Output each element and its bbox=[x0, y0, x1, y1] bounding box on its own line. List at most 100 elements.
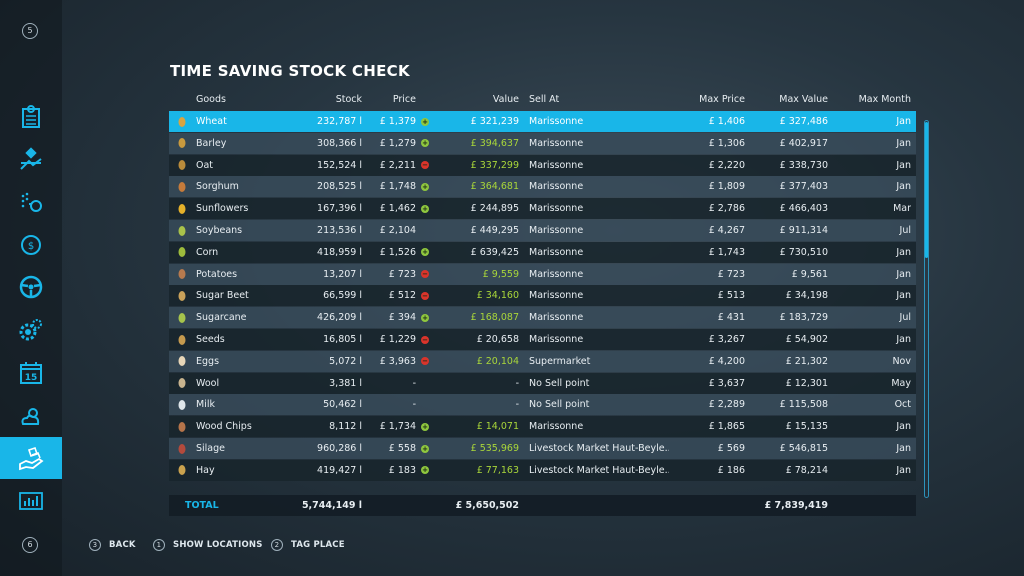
trend-up-icon: + bbox=[419, 176, 431, 197]
max-price: £ 723 bbox=[717, 268, 745, 280]
tag-place-button[interactable]: 2 TAG PLACE bbox=[271, 538, 345, 552]
table-row[interactable]: Wheat 232,787 l £ 1,379 + £ 321,239 Marissonn… bbox=[169, 111, 916, 132]
max-price: £ 431 bbox=[717, 312, 745, 324]
stock-amount: 419,427 l bbox=[317, 464, 362, 476]
sidebar-item-statistics[interactable] bbox=[0, 480, 62, 522]
value: £ 364,681 bbox=[470, 181, 519, 193]
oat-icon bbox=[178, 160, 186, 171]
hay-icon bbox=[173, 460, 191, 481]
header-stock[interactable]: Stock bbox=[335, 93, 362, 105]
hay-icon bbox=[178, 465, 186, 476]
table-row[interactable]: Corn 418,959 l £ 1,526 + £ 639,425 Marissonne… bbox=[169, 241, 916, 263]
calendar-list-icon bbox=[22, 105, 40, 128]
arrow-down-icon: − bbox=[421, 357, 429, 366]
table-row[interactable]: Wool 3,381 l - - No Sell point £ 3,637 £ 12,30… bbox=[169, 372, 916, 394]
sidebar-item-vehicles[interactable] bbox=[0, 266, 62, 308]
trend-up-icon: + bbox=[419, 460, 431, 481]
next-page-key[interactable]: 6 bbox=[22, 537, 38, 553]
sidebar-item-calendar[interactable]: 15 bbox=[0, 352, 62, 394]
arrow-up-icon: + bbox=[421, 182, 429, 191]
table-row[interactable]: Barley 308,366 l £ 1,279 + £ 394,637 Marisson… bbox=[169, 132, 916, 154]
value: £ 321,239 bbox=[470, 116, 519, 127]
table-row[interactable]: Oat 152,524 l £ 2,211− £ 337,299 Marissonne £… bbox=[169, 154, 916, 176]
max-value: £ 183,729 bbox=[779, 312, 828, 324]
barley-icon bbox=[173, 133, 191, 154]
max-value: £ 466,403 bbox=[779, 203, 828, 215]
prev-page-key[interactable]: 5 bbox=[22, 23, 38, 39]
sidebar-item-weather[interactable] bbox=[0, 395, 62, 437]
table-row[interactable]: Sunflowers 167,396 l £ 1,462 + £ 244,895 Mari… bbox=[169, 198, 916, 220]
value: £ 639,425 bbox=[470, 246, 519, 258]
table-body[interactable]: Wheat 232,787 l £ 1,379 + £ 321,239 Marissonn… bbox=[169, 111, 916, 498]
price-tag-icon: $ bbox=[21, 235, 41, 255]
sell-at: Marissonne bbox=[529, 225, 584, 236]
table-row[interactable]: Sugar Beet 66,599 l £ 512− £ 34,160 Marisson… bbox=[169, 285, 916, 307]
table-row[interactable]: Seeds 16,805 l £ 1,229− £ 20,658 Marissonne £… bbox=[169, 329, 916, 350]
header-goods[interactable]: Goods bbox=[196, 93, 226, 105]
max-value: £ 21,302 bbox=[785, 355, 828, 367]
calendar-icon: 15 bbox=[20, 362, 42, 384]
table-row[interactable]: Sugarcane 426,209 l £ 394 + £ 168,087 Marisso… bbox=[169, 307, 916, 329]
back-button[interactable]: 3 BACK bbox=[89, 538, 136, 552]
sidebar-item-calendar-list[interactable] bbox=[0, 96, 62, 138]
table-row[interactable]: Wood Chips 8,112 l £ 1,734 + £ 14,071 Marisso… bbox=[169, 416, 916, 438]
goods-name: Oat bbox=[196, 159, 214, 171]
stock-amount: 50,462 l bbox=[323, 399, 362, 411]
table-row[interactable]: Sorghum 208,525 l £ 1,748 + £ 364,681 Marisso… bbox=[169, 176, 916, 198]
goods-name: Silage bbox=[196, 443, 226, 454]
max-month: Mar bbox=[893, 203, 911, 215]
price: £ 394 bbox=[388, 312, 416, 324]
trend-down-icon: − bbox=[419, 155, 431, 176]
value: £ 394,637 bbox=[470, 137, 519, 149]
sunflower-icon bbox=[178, 203, 186, 214]
show-locations-key-icon: 1 bbox=[153, 539, 165, 551]
trend-down-icon: − bbox=[419, 351, 431, 372]
eggs-icon bbox=[173, 351, 191, 372]
max-price: £ 4,267 bbox=[708, 225, 745, 236]
total-value: £ 5,650,502 bbox=[455, 500, 519, 511]
max-price: £ 513 bbox=[717, 290, 745, 302]
table-row[interactable]: Milk 50,462 l - - No Sell point £ 2,289 £ 115,… bbox=[169, 394, 916, 416]
table-row[interactable]: Potatoes 13,207 l £ 723− £ 9,559 Marissonne £… bbox=[169, 263, 916, 285]
max-price: £ 186 bbox=[717, 464, 745, 476]
header-price[interactable]: Price bbox=[392, 93, 416, 105]
stock-amount: 208,525 l bbox=[317, 181, 362, 193]
stock-amount: 232,787 l bbox=[317, 116, 362, 127]
max-value: £ 377,403 bbox=[779, 181, 828, 193]
header-value[interactable]: Value bbox=[492, 93, 519, 105]
value: £ 337,299 bbox=[470, 159, 519, 171]
show-locations-button[interactable]: 1 SHOW LOCATIONS bbox=[153, 538, 263, 552]
sidebar-item-satellite-map[interactable] bbox=[0, 138, 62, 180]
milk-icon bbox=[178, 399, 186, 410]
trend-up-icon: + bbox=[419, 133, 431, 154]
value: £ 14,071 bbox=[476, 421, 519, 433]
sidebar-item-sprayer[interactable] bbox=[0, 181, 62, 223]
sidebar-item-prices[interactable]: $ bbox=[0, 224, 62, 266]
value: £ 449,295 bbox=[470, 225, 519, 236]
corn-icon bbox=[173, 242, 191, 263]
stock-amount: 5,072 l bbox=[329, 355, 362, 367]
scrollbar-track[interactable] bbox=[924, 120, 929, 498]
header-max-price[interactable]: Max Price bbox=[699, 93, 745, 105]
sell-at: Livestock Market Haut-Beyle... bbox=[529, 464, 669, 476]
table-row[interactable]: Soybeans 213,536 l £ 2,104 £ 449,295 Marisso… bbox=[169, 220, 916, 241]
header-max-month[interactable]: Max Month bbox=[858, 93, 911, 105]
table-row[interactable]: Silage 960,286 l £ 558 + £ 535,969 Livestock … bbox=[169, 438, 916, 459]
sidebar-item-production[interactable] bbox=[0, 309, 62, 351]
header-max-value[interactable]: Max Value bbox=[779, 93, 828, 105]
price: £ 1,379 bbox=[379, 116, 416, 127]
arrow-up-icon: + bbox=[421, 204, 429, 213]
max-price: £ 2,289 bbox=[708, 399, 745, 411]
header-sell-at[interactable]: Sell At bbox=[529, 93, 560, 105]
table-row[interactable]: Hay 419,427 l £ 183 + £ 77,163 Livestock Mark… bbox=[169, 459, 916, 481]
goods-name: Wood Chips bbox=[196, 421, 252, 433]
table-row[interactable]: Eggs 5,072 l £ 3,963− £ 20,104 Supermarket £ … bbox=[169, 350, 916, 372]
trend-none bbox=[419, 394, 431, 415]
scrollbar-thumb[interactable] bbox=[925, 122, 928, 258]
goods-name: Seeds bbox=[196, 334, 225, 345]
trend-up-icon: + bbox=[419, 242, 431, 263]
max-value: £ 730,510 bbox=[779, 246, 828, 258]
price: £ 1,229 bbox=[379, 334, 416, 345]
sidebar-item-finances[interactable] bbox=[0, 437, 62, 479]
sell-at: Marissonne bbox=[529, 268, 584, 280]
